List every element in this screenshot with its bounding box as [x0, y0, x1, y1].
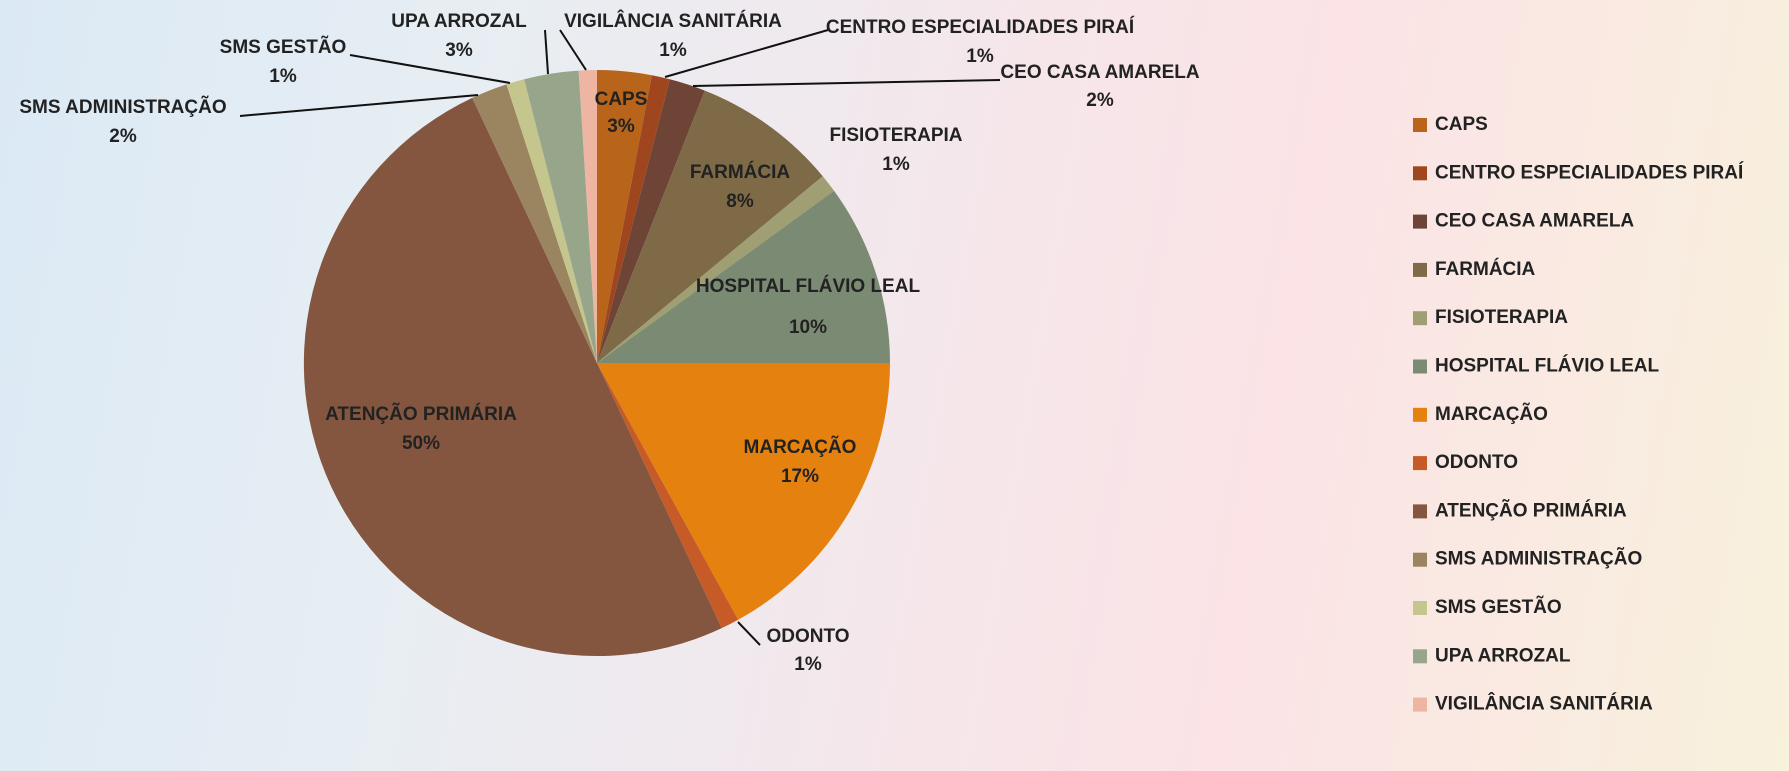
- legend-swatch: [1413, 601, 1427, 615]
- pie-slice: [597, 176, 835, 363]
- slice-value-label: 17%: [781, 466, 819, 487]
- slice-label: VIGILÂNCIA SANITÁRIA: [564, 10, 782, 32]
- slice-value-label: 10%: [789, 317, 827, 338]
- legend-swatch: [1413, 166, 1427, 181]
- pie-slice: [597, 79, 705, 363]
- legend-swatch: [1413, 697, 1427, 712]
- legend-label: SMS ADMINISTRAÇÃO: [1435, 548, 1642, 570]
- slice-label: UPA ARROZAL: [391, 11, 527, 32]
- leader-line: [559, 29, 587, 71]
- leader-line: [692, 79, 1001, 87]
- slice-label: CENTRO ESPECIALIDADES PIRAÍ: [826, 16, 1135, 38]
- legend-swatch: [1413, 359, 1427, 374]
- pie-slice: [597, 75, 670, 364]
- slice-value-label: 50%: [402, 433, 440, 454]
- legend-label: CAPS: [1435, 114, 1488, 135]
- legend-label: VIGILÂNCIA SANITÁRIA: [1435, 693, 1653, 715]
- pie-slice: [578, 70, 597, 363]
- pie-slice: [597, 190, 890, 363]
- legend-label: CEO CASA AMARELA: [1435, 211, 1634, 232]
- legend-label: SMS GESTÃO: [1435, 596, 1562, 618]
- legend-swatch: [1413, 262, 1427, 277]
- pie-slice: [524, 70, 597, 363]
- slice-label: SMS ADMINISTRAÇÃO: [19, 96, 226, 118]
- leader-line: [349, 54, 511, 84]
- legend-swatch: [1413, 504, 1427, 519]
- slice-value-label: 1%: [882, 154, 910, 175]
- slice-label: SMS GESTÃO: [220, 36, 347, 58]
- pie-slice: [597, 70, 652, 363]
- slice-label: ODONTO: [766, 626, 849, 647]
- leader-line: [737, 621, 761, 646]
- legend-label: FARMÁCIA: [1435, 258, 1536, 280]
- slice-label: MARCAÇÃO: [744, 436, 857, 458]
- slice-value-label: 2%: [1086, 90, 1114, 111]
- legend-label: CENTRO ESPECIALIDADES PIRAÍ: [1435, 161, 1744, 183]
- leader-line: [544, 29, 549, 75]
- legend-label: ODONTO: [1435, 452, 1518, 473]
- pie-slice: [597, 90, 823, 363]
- legend-swatch: [1413, 649, 1427, 664]
- pie-slice: [472, 84, 597, 363]
- slice-value-label: 3%: [445, 40, 473, 61]
- legend-label: FISIOTERAPIA: [1435, 307, 1568, 328]
- legend-swatch: [1413, 118, 1427, 132]
- slice-label: CEO CASA AMARELA: [1000, 62, 1199, 83]
- slice-value-label: 1%: [269, 66, 297, 87]
- slice-value-label: 1%: [794, 654, 822, 675]
- slice-value-label: 1%: [659, 40, 687, 61]
- pie-slice: [597, 363, 891, 620]
- legend-swatch: [1413, 214, 1427, 229]
- legend-swatch: [1413, 407, 1427, 422]
- slice-label: FARMÁCIA: [690, 161, 791, 183]
- leader-line: [239, 94, 479, 117]
- legend-label: ATENÇÃO PRIMÁRIA: [1435, 499, 1627, 521]
- legend-label: UPA ARROZAL: [1435, 645, 1571, 666]
- pie-slice: [303, 97, 722, 657]
- slice-value-label: 2%: [109, 126, 137, 147]
- slice-value-label: 3%: [607, 116, 635, 137]
- slice-label: ATENÇÃO PRIMÁRIA: [325, 403, 517, 425]
- legend-swatch: [1413, 552, 1427, 567]
- legend-label: MARCAÇÃO: [1435, 403, 1548, 425]
- legend-swatch: [1413, 456, 1427, 471]
- legend-label: HOSPITAL FLÁVIO LEAL: [1435, 355, 1660, 377]
- slice-value-label: 8%: [726, 191, 754, 212]
- leader-line: [664, 29, 829, 78]
- slice-label: CAPS: [595, 89, 648, 110]
- legend-swatch: [1413, 311, 1427, 326]
- pie-slice: [597, 363, 739, 629]
- slice-label: HOSPITAL FLÁVIO LEAL: [696, 275, 921, 297]
- slice-label: FISIOTERAPIA: [829, 125, 962, 146]
- slice-value-label: 1%: [966, 46, 994, 67]
- pie-slice: [506, 79, 597, 363]
